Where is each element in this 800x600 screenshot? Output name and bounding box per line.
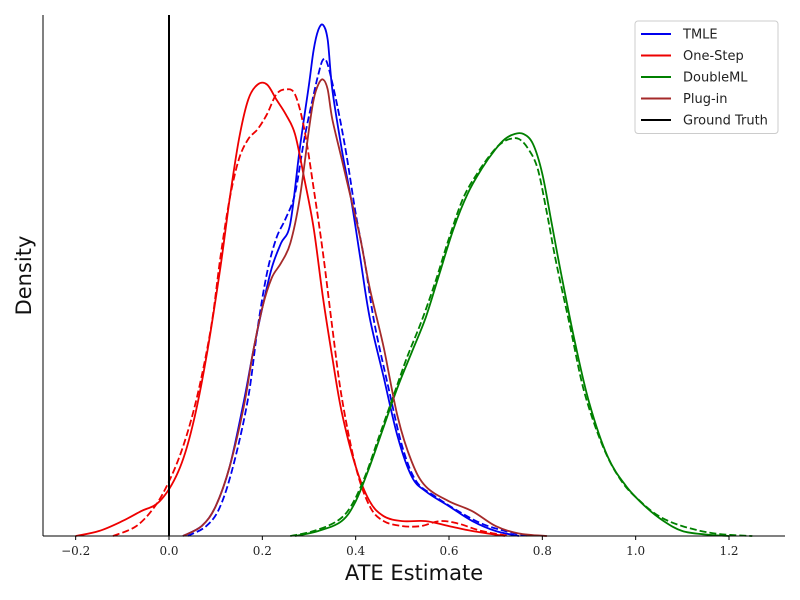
y-axis-title: Density xyxy=(12,236,36,316)
density-curve-one-step-dashed xyxy=(112,88,510,537)
x-tick-label: 1.2 xyxy=(719,544,738,558)
density-curve-doubleml-dashed xyxy=(290,137,753,537)
x-tick-label: 0.4 xyxy=(346,544,365,558)
density-curve-one-step xyxy=(75,81,506,537)
density-curve-tmle xyxy=(182,23,520,537)
legend-label: Ground Truth xyxy=(683,114,768,129)
x-axis-ticks: −0.2 0.0 0.2 0.4 0.6 0.8 1.0 1.2 xyxy=(61,536,739,558)
x-tick-label: 0.8 xyxy=(533,544,552,558)
legend-box xyxy=(634,20,779,134)
legend-label: Plug-in xyxy=(683,92,727,107)
legend: TMLE One-Step DoubleML Plug-in Ground Truth xyxy=(634,20,779,134)
legend-label: TMLE xyxy=(682,28,718,43)
x-tick-label: 0.2 xyxy=(253,544,272,558)
x-tick-label: 0.0 xyxy=(159,544,178,558)
legend-label: One-Step xyxy=(683,49,744,64)
x-tick-label: 0.6 xyxy=(439,544,458,558)
density-curve-doubleml xyxy=(294,132,730,537)
x-axis-title: ATE Estimate xyxy=(345,561,483,585)
x-tick-label: 1.0 xyxy=(626,544,645,558)
legend-label: DoubleML xyxy=(683,71,748,86)
density-curve-tmle-dashed xyxy=(187,57,529,537)
x-tick-label: −0.2 xyxy=(61,544,90,558)
density-curves xyxy=(75,23,753,537)
density-curve-plug-in xyxy=(182,78,548,537)
